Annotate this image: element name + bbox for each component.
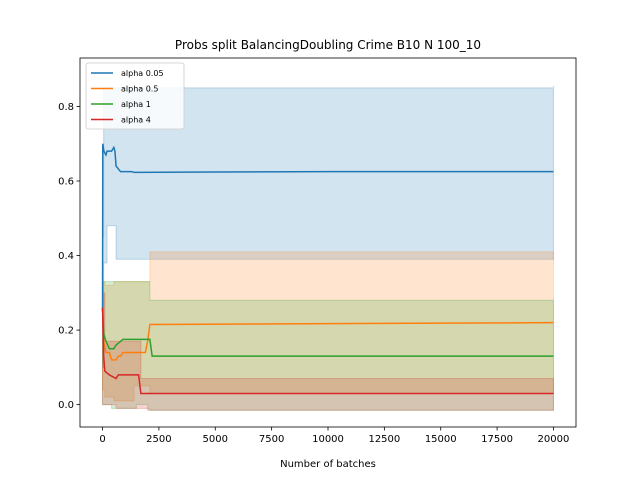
x-tick-label-4: 10000	[312, 434, 344, 445]
legend-label-3: alpha 4	[121, 116, 151, 125]
x-tick-label-8: 20000	[538, 434, 570, 445]
legend-box	[85, 62, 185, 130]
y-tick-label-2: 0.4	[58, 251, 74, 262]
x-tick-label-7: 17500	[481, 434, 513, 445]
x-tick-label-3: 7500	[259, 434, 284, 445]
legend-label-2: alpha 1	[121, 100, 151, 109]
x-axis-label: Number of batches	[280, 459, 376, 470]
x-tick-label-5: 12500	[368, 434, 400, 445]
plot-area: 0 2500 5000 7500 10000 12500 15000 17500 20000 0.…	[58, 57, 577, 445]
series-line-3	[101, 307, 554, 395]
legend-label-1: alpha 0.5	[121, 85, 158, 94]
x-tick-label-1: 2500	[146, 434, 171, 445]
chart-title: Probs split BalancingDoubling Crime B10 …	[175, 38, 481, 52]
y-tick-label-3: 0.6	[58, 177, 74, 188]
band-0	[102, 85, 554, 368]
series-line-2	[101, 307, 554, 357]
x-tick-label-0: 0	[99, 434, 105, 445]
y-tick-label-0: 0.0	[58, 400, 74, 411]
x-tick-label-2: 5000	[203, 434, 228, 445]
series-line-0	[101, 143, 554, 312]
band-2	[102, 281, 554, 411]
x-tick-label-6: 15000	[425, 434, 457, 445]
legend-label-0: alpha 0.05	[121, 69, 164, 78]
y-tick-label-1: 0.2	[58, 326, 74, 337]
legend: alpha 0.05 alpha 0.5 alpha 1 alpha 4	[85, 62, 185, 130]
y-tick-label-4: 0.8	[58, 102, 74, 113]
band-3	[102, 292, 554, 411]
series-line-1	[101, 307, 554, 361]
